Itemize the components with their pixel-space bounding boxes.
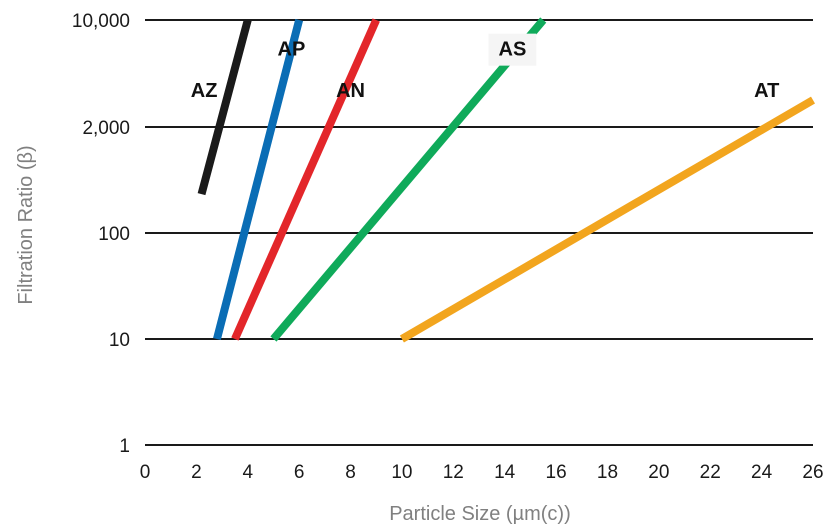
series-label-an: AN bbox=[336, 80, 365, 102]
x-tick-label: 16 bbox=[546, 462, 567, 483]
x-tick-label: 10 bbox=[391, 462, 412, 483]
x-tick-label: 24 bbox=[751, 462, 773, 483]
y-tick-label: 10 bbox=[109, 330, 130, 351]
gridlines bbox=[145, 19, 813, 446]
x-tick-labels: 0 2 4 6 8 10 12 14 16 18 20 22 24 26 bbox=[140, 462, 824, 483]
series-label-at: AT bbox=[754, 80, 779, 102]
y-tick-label: 10,000 bbox=[72, 11, 130, 32]
series-line-ap bbox=[213, 19, 304, 340]
x-tick-label: 18 bbox=[597, 462, 618, 483]
y-tick-labels: 1 10 100 2,000 10,000 bbox=[72, 11, 130, 457]
x-axis-title: Particle Size (µm(c)) bbox=[389, 503, 571, 525]
y-tick-label: 100 bbox=[98, 224, 130, 245]
x-tick-label: 14 bbox=[494, 462, 516, 483]
x-tick-label: 4 bbox=[242, 462, 253, 483]
series-line-an bbox=[231, 18, 380, 341]
x-tick-label: 8 bbox=[345, 462, 356, 483]
x-tick-label: 2 bbox=[191, 462, 202, 483]
series-line-as bbox=[270, 17, 547, 342]
x-tick-label: 12 bbox=[443, 462, 464, 483]
x-tick-label: 6 bbox=[294, 462, 305, 483]
series-lines bbox=[197, 17, 816, 343]
x-tick-label: 20 bbox=[648, 462, 669, 483]
series-label-background bbox=[488, 33, 537, 66]
series-line-at bbox=[399, 96, 816, 343]
x-tick-label: 26 bbox=[802, 462, 823, 483]
series-line-az bbox=[197, 18, 252, 196]
series-labels: AZ AP AN AS AT bbox=[191, 33, 779, 102]
y-tick-label: 2,000 bbox=[82, 118, 130, 139]
y-axis-title: Filtration Ratio (β) bbox=[15, 145, 37, 304]
series-label-az: AZ bbox=[191, 80, 218, 102]
series-label-ap: AP bbox=[278, 39, 306, 61]
y-tick-label: 1 bbox=[119, 436, 130, 457]
series-label-as: AS bbox=[499, 39, 527, 61]
x-tick-label: 0 bbox=[140, 462, 151, 483]
x-tick-label: 22 bbox=[700, 462, 721, 483]
